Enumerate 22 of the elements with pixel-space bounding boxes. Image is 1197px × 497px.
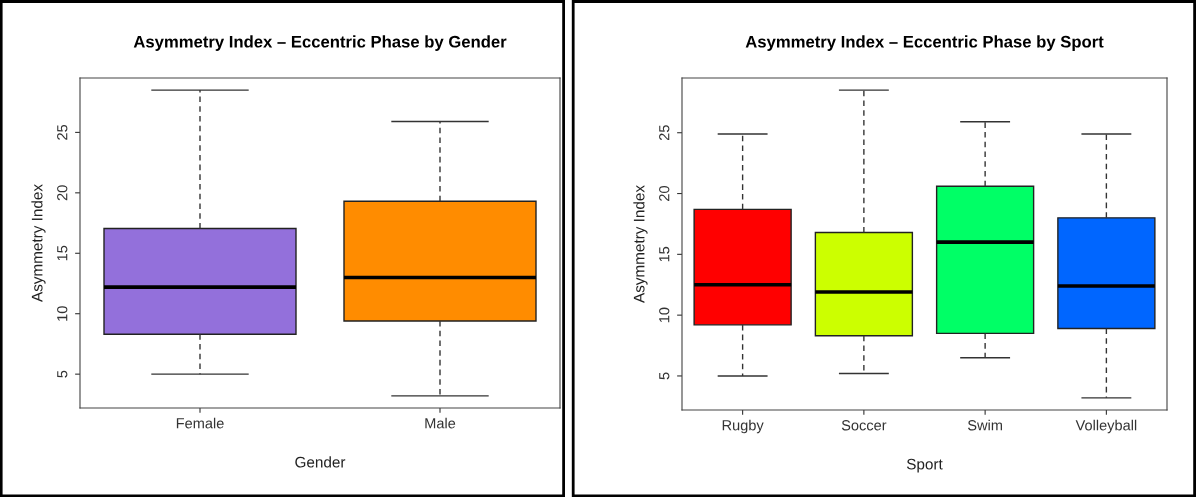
chart-title: Asymmetry Index – Eccentric Phase by Sport	[745, 35, 1104, 51]
y-tick-label: 20	[659, 185, 670, 201]
x-axis-title: Sport	[906, 458, 943, 473]
y-tick-label: 5	[57, 370, 68, 378]
x-tick-label: Soccer	[841, 420, 887, 431]
y-tick-label: 25	[659, 125, 670, 141]
y-tick-label: 10	[659, 307, 670, 323]
y-tick-label: 20	[57, 185, 68, 201]
chart-title: Asymmetry Index – Eccentric Phase by Gender	[133, 35, 507, 51]
x-axis-title: Gender	[295, 456, 346, 468]
y-tick-label: 15	[57, 245, 68, 261]
y-tick-label: 5	[659, 372, 670, 380]
y-tick-label: 15	[659, 246, 670, 262]
x-tick-label: Volleyball	[1075, 419, 1137, 434]
x-tick-label: Female	[176, 417, 224, 429]
y-tick-label: 10	[57, 306, 68, 321]
x-tick-label: Male	[425, 417, 456, 429]
y-tick-label: 25	[57, 124, 68, 140]
x-tick-label: Rugby	[722, 419, 764, 434]
y-axis-title: Asymmetry Index	[31, 184, 46, 302]
x-tick-label: Swim	[967, 419, 1002, 431]
y-axis-title: Asymmetry Index	[633, 185, 648, 303]
